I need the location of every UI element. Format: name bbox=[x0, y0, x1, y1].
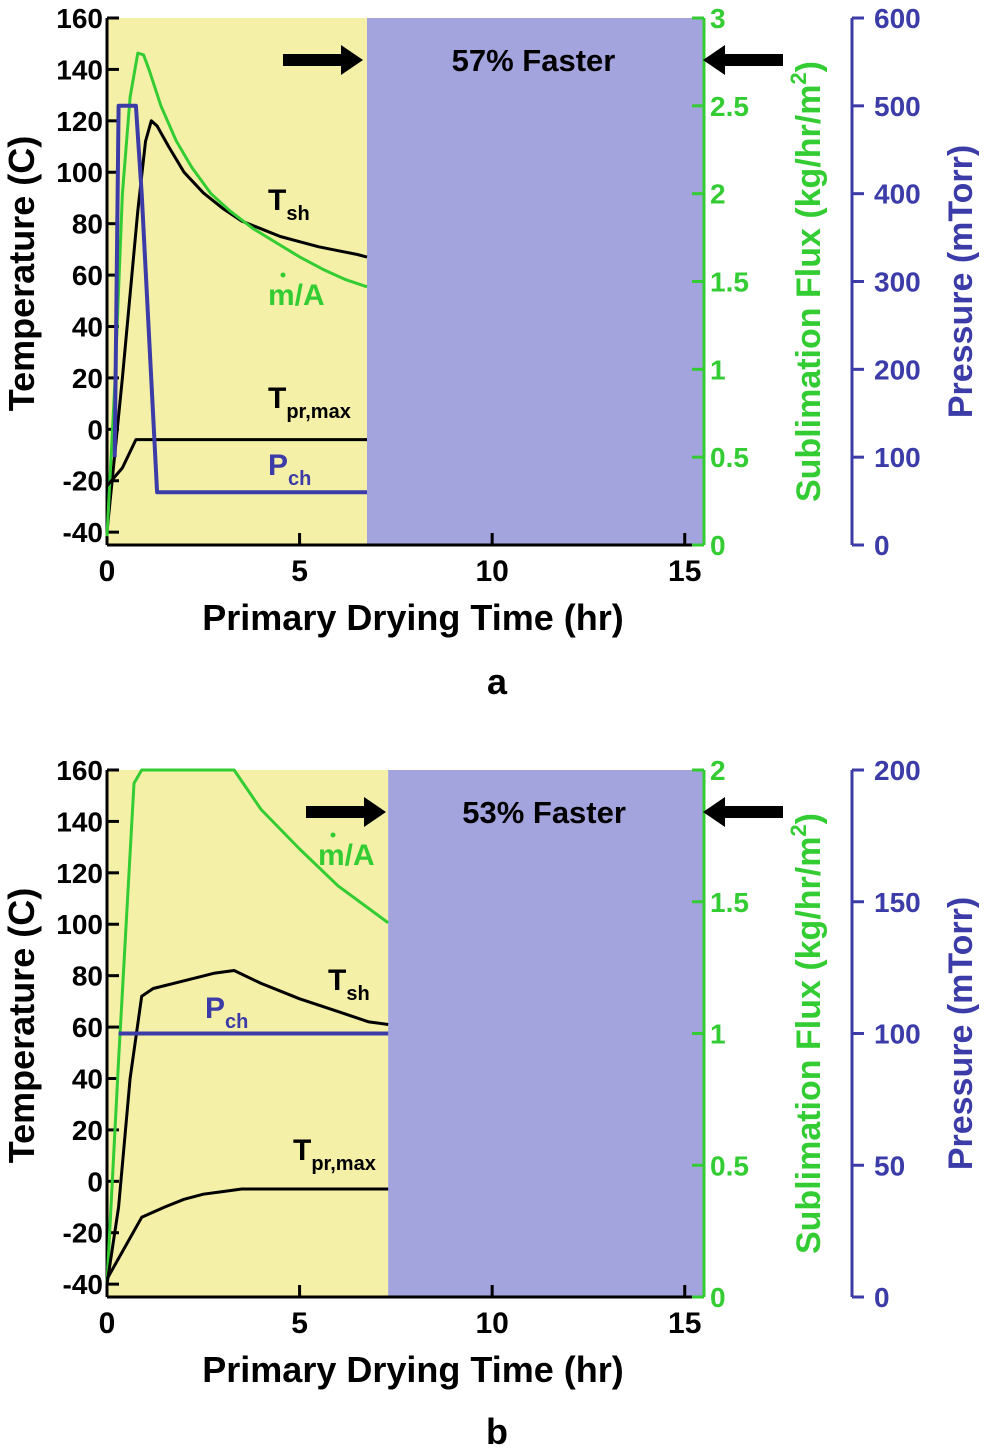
series-label-Tpr: Tpr,max bbox=[268, 382, 351, 423]
time-saved-region bbox=[366, 18, 704, 545]
flux-tick-label: 1.5 bbox=[710, 267, 749, 298]
left-tick-label: 120 bbox=[56, 106, 103, 137]
left-axis-title: Temperature (C) bbox=[1, 888, 42, 1163]
pressure-tick-label: 600 bbox=[874, 3, 921, 34]
flux-axis-title: Sublimation Flux (kg/hr/m2) bbox=[786, 813, 828, 1254]
x-tick-label: 5 bbox=[291, 1307, 308, 1340]
left-tick-label: -20 bbox=[63, 1218, 103, 1249]
left-tick-label: -40 bbox=[63, 1269, 103, 1300]
series-label-mA: m/A bbox=[268, 279, 325, 312]
series-line-mA bbox=[105, 51, 368, 537]
flux-tick-label: 0 bbox=[710, 1282, 726, 1313]
mdot-dot bbox=[330, 832, 336, 838]
pressure-axis-title: Pressure (mTorr) bbox=[942, 897, 980, 1170]
x-tick-label: 15 bbox=[668, 1307, 701, 1340]
x-tick-label: 10 bbox=[475, 1307, 508, 1340]
right-arrow bbox=[703, 45, 783, 75]
left-tick-label: 120 bbox=[56, 858, 103, 889]
left-tick-label: 40 bbox=[72, 1063, 103, 1094]
x-tick-label: 5 bbox=[291, 555, 308, 588]
series-line-mA bbox=[105, 768, 390, 1284]
left-tick-label: 140 bbox=[56, 54, 103, 85]
left-tick-label: 80 bbox=[72, 961, 103, 992]
series-label-Tsh: Tsh bbox=[268, 184, 310, 225]
flux-tick-label: 0 bbox=[710, 530, 726, 561]
panel-label: a bbox=[487, 661, 508, 702]
x-tick-label: 0 bbox=[99, 1307, 116, 1340]
series-line-Tsh bbox=[105, 119, 368, 533]
left-tick-label: 140 bbox=[56, 806, 103, 837]
flux-tick-label: 1 bbox=[710, 354, 726, 385]
left-tick-label: 100 bbox=[56, 909, 103, 940]
pressure-tick-label: 0 bbox=[874, 530, 890, 561]
time-saved-region bbox=[388, 770, 704, 1297]
left-tick-label: 20 bbox=[72, 363, 103, 394]
left-tick-label: 160 bbox=[56, 3, 103, 34]
series-label-Tsh: Tsh bbox=[328, 964, 370, 1005]
pressure-tick-label: 50 bbox=[874, 1150, 905, 1181]
left-axis-title: Temperature (C) bbox=[1, 136, 42, 411]
left-tick-label: 0 bbox=[87, 1166, 103, 1197]
series-line-Tpr bbox=[105, 438, 367, 487]
pressure-tick-label: 100 bbox=[874, 1019, 921, 1050]
flux-axis-title: Sublimation Flux (kg/hr/m2) bbox=[786, 61, 828, 502]
left-arrow bbox=[306, 797, 386, 827]
x-tick-label: 0 bbox=[99, 555, 116, 588]
series-line-Tpr bbox=[105, 1187, 389, 1280]
left-tick-label: 60 bbox=[72, 1012, 103, 1043]
x-tick-label: 10 bbox=[475, 555, 508, 588]
speedup-annotation: 53% Faster bbox=[462, 795, 626, 830]
left-tick-label: -40 bbox=[63, 517, 103, 548]
left-tick-label: 20 bbox=[72, 1115, 103, 1146]
pressure-tick-label: 0 bbox=[874, 1282, 890, 1313]
mdot-dot bbox=[280, 272, 286, 278]
flux-tick-label: 2 bbox=[710, 755, 726, 786]
flux-tick-label: 0.5 bbox=[710, 442, 749, 473]
left-tick-label: -20 bbox=[63, 466, 103, 497]
pressure-tick-label: 300 bbox=[874, 267, 921, 298]
drying-region bbox=[107, 18, 367, 545]
series-label-Tpr: Tpr,max bbox=[293, 1134, 376, 1175]
right-arrow bbox=[703, 797, 783, 827]
series-line-Tsh bbox=[105, 969, 389, 1285]
left-tick-label: 100 bbox=[56, 157, 103, 188]
left-tick-label: 80 bbox=[72, 209, 103, 240]
left-tick-label: 40 bbox=[72, 311, 103, 342]
pressure-tick-label: 500 bbox=[874, 91, 921, 122]
left-arrow bbox=[283, 45, 363, 75]
x-axis-title: Primary Drying Time (hr) bbox=[202, 597, 623, 638]
x-axis-title: Primary Drying Time (hr) bbox=[202, 1349, 623, 1390]
series-label-Pch: Pch bbox=[268, 449, 311, 490]
flux-tick-label: 1.5 bbox=[710, 887, 749, 918]
x-tick-label: 15 bbox=[668, 555, 701, 588]
left-tick-label: 0 bbox=[87, 414, 103, 445]
left-tick-label: 60 bbox=[72, 260, 103, 291]
flux-tick-label: 2.5 bbox=[710, 91, 749, 122]
series-label-Pch: Pch bbox=[205, 992, 248, 1033]
pressure-tick-label: 100 bbox=[874, 442, 921, 473]
flux-tick-label: 3 bbox=[710, 3, 726, 34]
pressure-tick-label: 400 bbox=[874, 179, 921, 210]
pressure-tick-label: 200 bbox=[874, 755, 921, 786]
pressure-tick-label: 150 bbox=[874, 887, 921, 918]
series-line-Pch bbox=[112, 103, 367, 495]
series-label-mA: m/A bbox=[318, 839, 375, 872]
pressure-axis-title: Pressure (mTorr) bbox=[942, 145, 980, 418]
left-tick-label: 160 bbox=[56, 755, 103, 786]
panel-label: b bbox=[486, 1411, 508, 1452]
pressure-tick-label: 200 bbox=[874, 354, 921, 385]
speedup-annotation: 57% Faster bbox=[452, 43, 616, 78]
flux-tick-label: 0.5 bbox=[710, 1150, 749, 1181]
flux-tick-label: 1 bbox=[710, 1019, 726, 1050]
flux-tick-label: 2 bbox=[710, 179, 726, 210]
